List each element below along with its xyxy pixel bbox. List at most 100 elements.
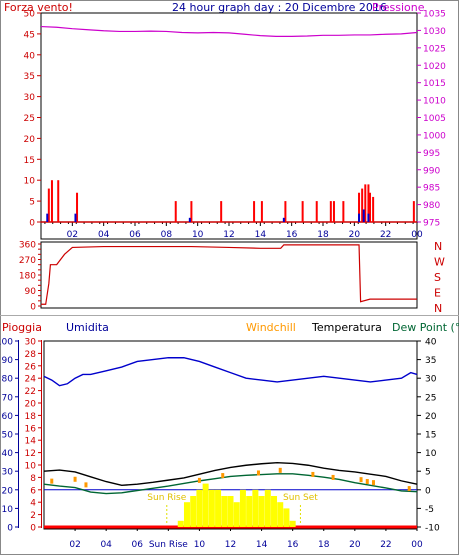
solar-bar <box>271 496 278 527</box>
solar-bar <box>258 496 265 527</box>
humidity-tick-label: 0 <box>7 524 13 534</box>
humidity-tick-label: 20 <box>2 486 14 496</box>
y-tick-label: 5 <box>29 198 35 208</box>
x-tick-label: 14 <box>255 230 267 240</box>
temp-tick-label: -5 <box>425 505 434 515</box>
y-tick-label: 10 <box>24 177 36 187</box>
solar-bar <box>202 483 209 527</box>
y2-tick-label: 990 <box>423 166 440 176</box>
legend-temperatura: Temperatura <box>311 321 382 334</box>
x-tick-label: 12 <box>223 230 234 240</box>
sun-rise-annotation: Sun Rise <box>147 493 186 503</box>
panel3-plot: Sun Rise Sun Set <box>43 357 418 529</box>
windchill-mark <box>50 478 54 484</box>
y2-tick-label: 1015 <box>423 79 446 89</box>
panel1-title: 24 hour graph day : 20 Dicembre 2016 <box>172 1 387 14</box>
temp-tick-label: 30 <box>425 375 437 385</box>
y-tick-label: 40 <box>24 51 36 61</box>
panel3-temp-axis: -10 -5 0 5 10 15 20 25 30 35 40 <box>417 338 440 534</box>
compass-label: E <box>434 287 441 300</box>
solar-bar <box>221 496 228 527</box>
windchill-mark <box>331 474 335 480</box>
rain-tick-label: 0 <box>30 524 36 534</box>
y-tick-label: 180 <box>19 272 36 282</box>
x-tick-label: Sun Rise <box>149 540 188 550</box>
humidity-tick-label: 50 <box>2 431 14 441</box>
windchill-mark <box>256 470 260 476</box>
x-tick-label: 22 <box>380 230 391 240</box>
y-tick-label: 50 <box>24 10 36 20</box>
legend-dew-point: Dew Point (°C <box>392 321 459 334</box>
x-tick-label: 10 <box>192 230 204 240</box>
windchill-mark <box>221 473 225 479</box>
panel1-left-axis: 0 5 10 15 20 25 30 35 40 45 50 <box>24 10 41 229</box>
wind-direction-line <box>41 244 417 305</box>
temp-tick-label: 40 <box>425 338 437 348</box>
y-tick-label: 30 <box>24 93 36 103</box>
humidity-tick-label: 70 <box>2 393 14 403</box>
compass-label: W <box>434 256 445 269</box>
solar-bar <box>283 508 290 527</box>
x-tick-label: 18 <box>317 230 329 240</box>
humidity-tick-label: 40 <box>2 449 14 459</box>
panel1-frame <box>40 12 418 240</box>
y-tick-label: 270 <box>19 256 36 266</box>
y2-tick-label: 1010 <box>423 97 446 107</box>
y-tick-label: 360 <box>19 241 36 251</box>
x-tick-label: 20 <box>349 540 361 550</box>
rain-tick-label: 28 <box>25 350 37 360</box>
panel1-right-axis: 975 980 985 990 995 1000 1005 1010 1015 1020 1025 1… <box>417 10 446 229</box>
temp-tick-label: 15 <box>425 431 436 441</box>
rain-tick-label: 6 <box>30 486 36 496</box>
x-tick-label: 16 <box>286 230 298 240</box>
x-tick-label: 10 <box>194 540 206 550</box>
windchill-mark <box>73 476 77 482</box>
rain-tick-label: 10 <box>25 462 37 472</box>
panel2-plot <box>41 244 417 305</box>
x-tick-label: 16 <box>287 540 299 550</box>
y2-tick-label: 1035 <box>423 10 446 20</box>
x-tick-label: 06 <box>132 540 144 550</box>
windchill-mark <box>371 480 375 486</box>
y2-tick-label: 1005 <box>423 114 446 124</box>
solar-bar <box>246 496 253 527</box>
y2-tick-label: 995 <box>423 149 440 159</box>
panel1-ylabel: Forza vento! <box>4 1 73 14</box>
solar-bar <box>215 489 222 527</box>
y-tick-label: 0 <box>29 219 35 229</box>
compass-label: S <box>434 271 441 284</box>
temp-tick-label: 25 <box>425 393 436 403</box>
humidity-tick-label: 10 <box>2 505 14 515</box>
solar-bar <box>252 489 259 527</box>
legend-pioggia: Pioggia <box>2 321 42 334</box>
legend-umidita: Umidita <box>66 321 109 334</box>
y2-tick-label: 975 <box>423 219 440 229</box>
x-tick-label: 00 <box>411 230 423 240</box>
y2-tick-label: 1000 <box>423 131 446 141</box>
legend-windchill: Windchill <box>246 321 296 334</box>
solar-bar <box>183 502 190 527</box>
pressure-line <box>40 25 418 37</box>
solar-bar <box>208 489 215 527</box>
rain-tick-label: 30 <box>25 338 37 348</box>
x-tick-label: 02 <box>67 230 78 240</box>
x-tick-label: 00 <box>411 540 423 550</box>
temp-tick-label: 5 <box>425 468 431 478</box>
rain-tick-label: 8 <box>30 474 36 484</box>
rain-tick-label: 4 <box>30 499 36 509</box>
y-tick-label: 25 <box>24 114 35 124</box>
x-tick-label: 20 <box>349 230 361 240</box>
solar-bar <box>239 489 246 527</box>
windchill-mark <box>84 482 88 488</box>
x-tick-label: 04 <box>100 540 112 550</box>
solar-bar <box>233 502 240 527</box>
rain-tick-label: 12 <box>25 449 36 459</box>
x-tick-label: 04 <box>98 230 110 240</box>
y-tick-label: 0 <box>30 303 36 313</box>
y-tick-label: 20 <box>24 135 36 145</box>
y2-tick-label: 985 <box>423 184 440 194</box>
temp-tick-label: 20 <box>425 412 437 422</box>
windchill-mark <box>407 486 411 492</box>
windchill-mark <box>278 467 282 473</box>
